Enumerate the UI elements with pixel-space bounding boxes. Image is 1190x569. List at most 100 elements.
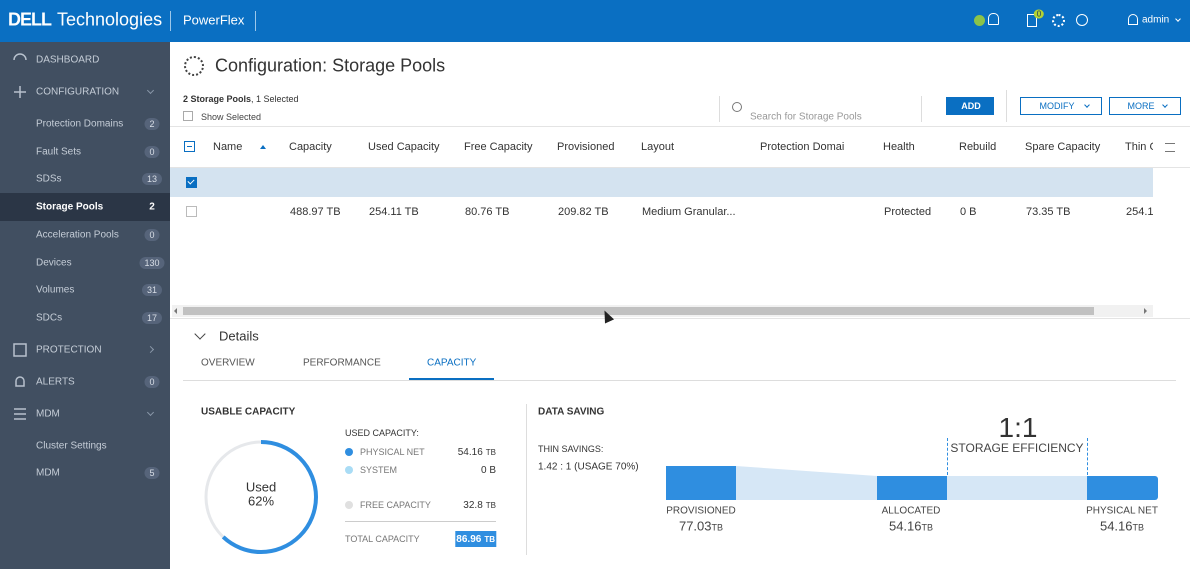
pool-count: 2 Storage Pools [183,94,252,104]
status-dot [974,15,985,26]
section-title: USABLE CAPACITY [201,406,296,418]
column-header[interactable]: Protection Domai [760,141,845,153]
tab[interactable]: CAPACITY [427,357,477,369]
checkbox[interactable] [183,111,193,121]
nav-subitem[interactable]: SDCs [36,312,63,324]
header-divider [255,11,256,31]
donut-arc [204,440,318,554]
table-cell: 254.1 [1126,206,1153,218]
donut-label: Used [245,479,277,495]
nav-subitem[interactable]: Devices [36,257,72,268]
column-header[interactable]: Capacity [289,141,332,153]
nav-subitem[interactable]: Acceleration Pools [36,229,119,241]
button[interactable]: MORE [1109,97,1181,115]
row-checkbox[interactable] [186,206,197,217]
efficiency-label: STORAGE EFFICIENCY [948,441,1086,455]
thin-label: THIN SAVINGS: [538,444,604,454]
value: 54.16 [457,447,483,458]
search-icon [732,102,742,112]
bell-icon[interactable] [988,13,999,25]
bar-label: PHYSICAL NET [1086,505,1158,517]
nav-icon [14,407,26,420]
tab[interactable]: PERFORMANCE [303,357,381,369]
user-icon[interactable] [1128,14,1138,25]
nav-count: 17 [141,311,163,324]
scrollbar-thumb[interactable] [183,307,1094,315]
legend-heading: USED CAPACITY: [345,428,419,438]
nav-icon [15,375,25,387]
nav-count: 2 [144,118,160,130]
row-checkbox[interactable] [186,177,197,188]
nav-subitem[interactable]: Volumes [36,284,75,296]
jobs-icon[interactable] [1027,14,1037,27]
scroll-arrow [1144,308,1147,314]
header [0,0,1190,42]
legend-label: SYSTEM [360,465,398,475]
nav-item[interactable]: MDM [36,408,60,420]
unit: TB [711,522,724,533]
header-checkbox[interactable] [184,141,195,152]
efficiency-ratio: 1:1 [998,412,1038,443]
table-cell: Medium Granular... [642,206,736,218]
nav-subitem[interactable]: Storage Pools [36,201,104,213]
legend-label: TOTAL CAPACITY [345,534,420,544]
settings-icon[interactable] [1052,14,1065,27]
value: 77.03 [678,518,712,534]
column-header[interactable]: Rebuild [959,141,997,153]
nav-subitem[interactable]: Fault Sets [36,146,82,158]
column-header[interactable]: Spare Capacity [1025,141,1101,153]
button[interactable]: ADD [946,97,994,115]
help-icon[interactable] [1076,14,1088,26]
details-title[interactable]: Details [219,328,259,344]
tab-divider [183,380,1176,381]
unit: TB [485,501,496,510]
nav-subitem[interactable]: MDM [36,467,60,479]
donut-chart [204,440,318,554]
value: 54.16 [888,518,922,534]
legend-dot [345,501,353,509]
thin-value: 1.42 : 1 (USAGE 70%) [538,461,639,473]
nav-icon [14,86,26,98]
nav-count: 0 [144,228,160,241]
header-divider [170,11,171,31]
header-checkbox-dash [187,146,192,147]
section-divider [526,404,527,555]
nav-count: 0 [144,145,160,158]
tab[interactable]: OVERVIEW [201,357,255,369]
button-label: MODIFY [1039,101,1075,111]
column-menu[interactable] [1165,143,1175,152]
column-header[interactable]: Name [213,141,243,153]
legend-dot [345,448,353,456]
column-header[interactable]: Layout [641,141,675,153]
product-name: PowerFlex [183,12,245,28]
user-name[interactable]: admin [1142,14,1170,26]
column-header[interactable]: Used Capacity [368,141,440,153]
selection-summary: 2 Storage Pools, 1 Selected [183,94,299,104]
nav-item[interactable]: DASHBOARD [36,54,100,66]
nav-subitem[interactable]: SDSs [36,173,62,185]
bar-value: 77.03TB [679,519,723,534]
column-header[interactable]: Thin C [1125,141,1153,153]
table-cell: 73.35 TB [1026,206,1071,218]
show-selected[interactable]: Show Selected [201,112,262,122]
nav-item[interactable]: ALERTS [36,376,75,388]
legend-label: FREE CAPACITY [360,500,431,510]
table-cell: 488.97 TB [290,206,341,218]
nav-count: 5 [144,467,160,480]
nav-subitem[interactable]: Protection Domains [36,118,124,130]
search-input[interactable]: Search for Storage Pools [750,111,862,123]
bar-value: 54.16TB [889,519,933,534]
nav-count: 2 [149,201,155,213]
column-header[interactable]: Provisioned [557,141,615,153]
nav-subitem[interactable]: Cluster Settings [36,440,107,452]
bar-label: PROVISIONED [666,505,736,517]
column-header[interactable]: Free Capacity [464,141,533,153]
nav-count: 13 [141,173,163,186]
legend-value: 54.16 TB [458,446,496,458]
value: 86.96 [456,534,482,545]
button[interactable]: MODIFY [1020,97,1102,115]
column-header[interactable]: Health [883,141,915,153]
nav-item[interactable]: PROTECTION [36,344,102,356]
nav-item[interactable]: CONFIGURATION [36,86,120,98]
